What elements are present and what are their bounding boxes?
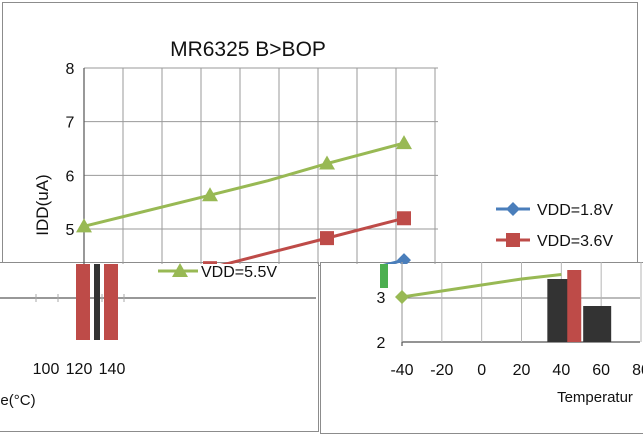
y-tick-label: 5: [66, 222, 75, 239]
bl-bar-2: [104, 264, 118, 340]
series-line-2: [83, 141, 405, 228]
series-line-1: [220, 216, 405, 264]
y-tick-label: 6: [66, 168, 75, 185]
bl-bar-0: [76, 264, 90, 340]
bl-x-tick-label: 100: [33, 361, 60, 378]
bl-bar-1: [94, 264, 100, 340]
data-point-triangle: [172, 263, 188, 277]
br-series-line: [401, 273, 562, 299]
br-x-tick-label: 0: [477, 362, 486, 379]
br-x-tick-label: -40: [390, 362, 413, 379]
br-x-axis-label: Temperatur: [557, 389, 633, 406]
data-point-square: [506, 233, 520, 247]
bl-x-tick-label: 120: [66, 361, 93, 378]
data-point-diamond: [320, 273, 334, 287]
data-point-diamond: [395, 290, 409, 304]
legend-label-1: VDD=3.6V: [537, 233, 613, 250]
br-x-tick-label: 60: [592, 362, 610, 379]
data-point-diamond: [397, 253, 411, 264]
data-point-triangle: [319, 155, 335, 170]
bl-x-axis-label: e(°C): [0, 392, 35, 409]
main-plot-group: [76, 67, 438, 314]
br-x-tick-label: 20: [513, 362, 531, 379]
y-tick-label: 8: [66, 61, 75, 78]
y-axis-label: IDD(uA): [33, 174, 52, 235]
data-point-diamond: [506, 202, 520, 216]
data-point-triangle: [202, 187, 218, 202]
br-bar-1: [567, 270, 582, 342]
br-x-tick-label: 80: [632, 362, 643, 379]
br-y-tick-label: 3: [377, 290, 386, 307]
data-point-square: [397, 211, 411, 226]
y-tick-label: 7: [66, 115, 75, 132]
bottom-left-chart-frame: [0, 262, 319, 432]
bl-x-tick-label: 140: [99, 361, 126, 378]
main-chart-frame: [2, 2, 638, 266]
data-point-triangle: [76, 218, 92, 233]
br-x-tick-label: 40: [552, 362, 570, 379]
data-point-square: [320, 231, 334, 246]
legend-label-2: VDD=5.5V: [201, 264, 277, 281]
br-x-tick-label: -20: [430, 362, 453, 379]
chart-title: MR6325 B>BOP: [170, 38, 326, 61]
legend-label-0: VDD=1.8V: [537, 202, 613, 219]
data-point-diamond: [203, 300, 217, 314]
data-point-square: [203, 261, 217, 264]
data-point-triangle: [396, 135, 412, 150]
br-y-tick-label: 2: [377, 335, 386, 352]
br-legend-fragment: [380, 264, 388, 288]
br-bar-2: [583, 306, 612, 342]
